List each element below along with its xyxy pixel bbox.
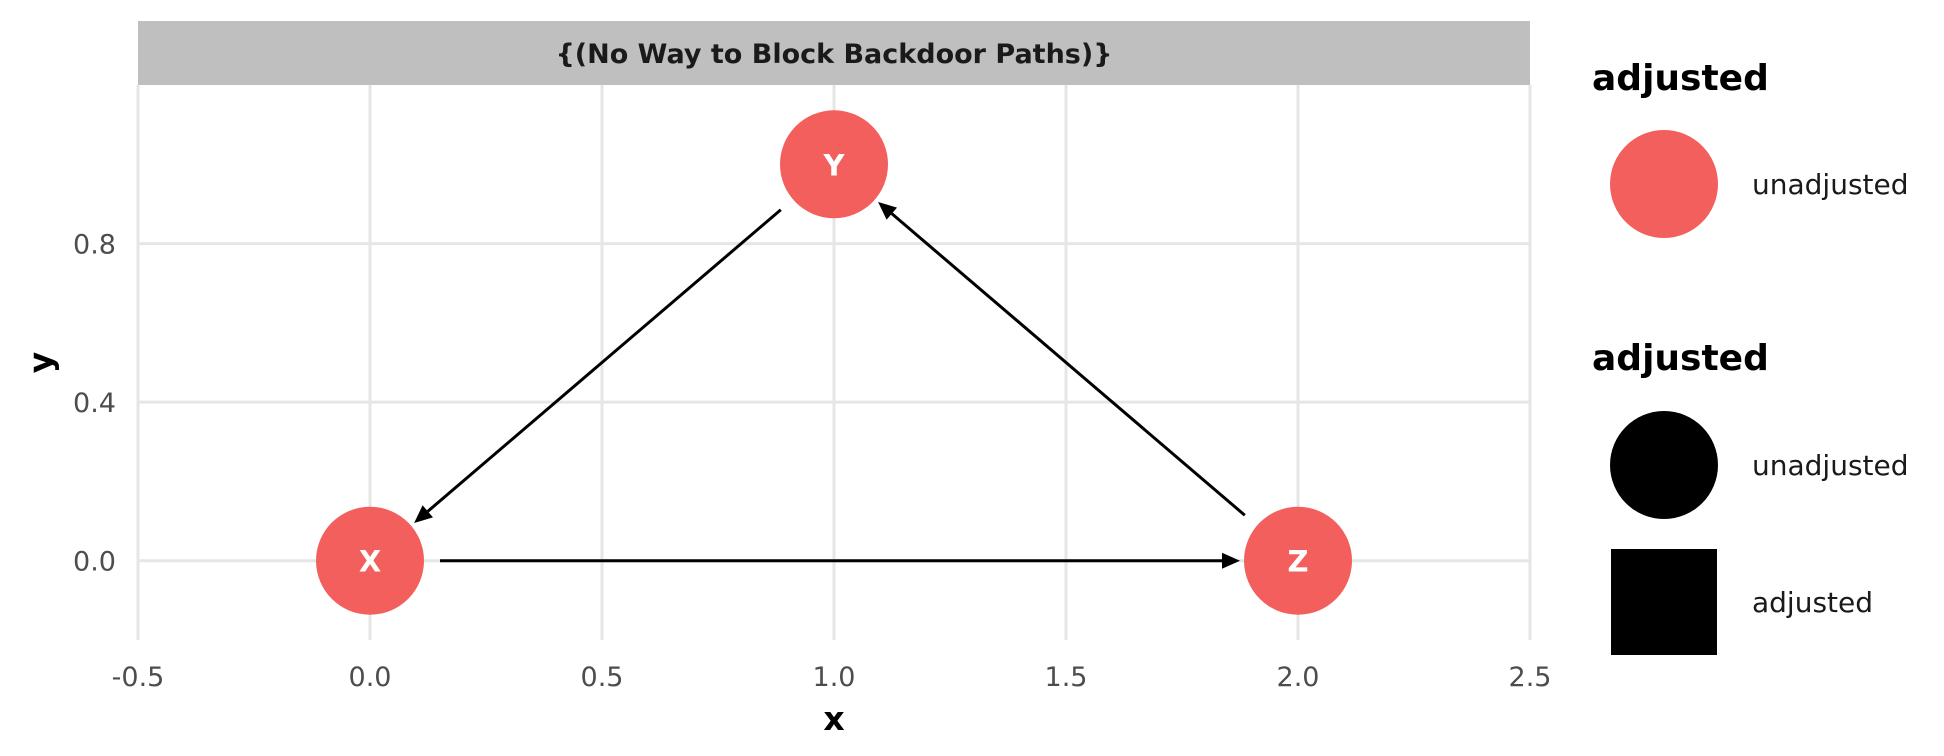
legend-key-circle	[1610, 411, 1718, 519]
y-tick-label: 0.8	[73, 230, 116, 261]
legend-color-entries: unadjusted	[1610, 130, 1909, 238]
y-axis-title: y	[21, 352, 60, 374]
node-label-y: Y	[823, 148, 846, 182]
facet-strip	[138, 21, 1530, 85]
arrowhead-y-x	[414, 505, 433, 523]
legend: adjusted unadjusted adjusted unadjusted a…	[1592, 58, 1909, 655]
y-axis-ticks: 0.0 0.4 0.8	[73, 230, 116, 578]
node-label-z: Z	[1287, 545, 1308, 579]
nodes: X Y Z	[316, 110, 1352, 615]
legend-key-circle	[1610, 130, 1718, 238]
legend-label: unadjusted	[1752, 168, 1909, 201]
edge-y-x	[426, 208, 782, 513]
node-label-x: X	[359, 545, 381, 579]
legend-shape-title: adjusted	[1592, 338, 1769, 379]
legend-shape-entries: unadjusted adjusted	[1610, 411, 1909, 655]
arrowhead-z-y	[878, 202, 897, 220]
x-tick-label: 0.0	[349, 662, 392, 693]
y-tick-label: 0.4	[73, 388, 116, 419]
edges	[414, 202, 1246, 569]
legend-label: adjusted	[1752, 586, 1873, 619]
x-tick-label: 1.0	[813, 662, 856, 693]
x-tick-label: 2.0	[1277, 662, 1320, 693]
facet-strip-title: {(No Way to Block Backdoor Paths)}	[556, 39, 1113, 70]
legend-key-square	[1611, 549, 1717, 655]
x-tick-label: -0.5	[112, 662, 165, 693]
y-tick-label: 0.0	[73, 547, 116, 578]
x-axis-ticks: -0.5 0.0 0.5 1.0 1.5 2.0 2.5	[112, 662, 1552, 693]
edge-z-y	[890, 212, 1246, 517]
legend-label: unadjusted	[1752, 449, 1909, 482]
x-tick-label: 0.5	[581, 662, 624, 693]
node-x	[316, 506, 424, 615]
x-tick-label: 1.5	[1045, 662, 1088, 693]
arrowhead-x-z	[1222, 552, 1240, 569]
legend-color-title: adjusted	[1592, 58, 1769, 99]
x-tick-label: 2.5	[1509, 662, 1552, 693]
x-axis-title: x	[823, 699, 844, 738]
node-z	[1244, 506, 1352, 615]
node-y	[780, 110, 888, 219]
